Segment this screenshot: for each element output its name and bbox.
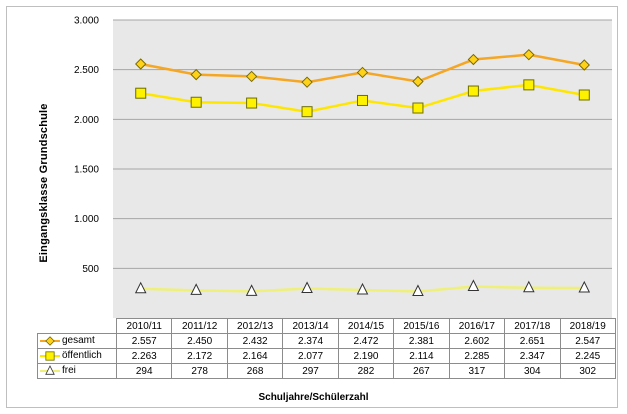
x-axis-label: Schuljahre/Schülerzahl (258, 392, 369, 403)
data-point (301, 281, 313, 293)
data-label: 2.077 (282, 348, 339, 364)
category-label: 2014/15 (337, 318, 395, 334)
data-label: 304 (504, 363, 561, 379)
y-axis-ticks: 500 1.000 1.500 2.000 2.500 3.000 (74, 16, 99, 275)
data-label: 267 (393, 363, 450, 379)
data-label: 297 (282, 363, 339, 379)
legend-marker-triangle (45, 364, 55, 375)
data-label: 2.381 (393, 333, 450, 349)
data-point (578, 59, 590, 71)
data-label: 2.114 (393, 348, 450, 364)
data-point (523, 79, 535, 91)
legend-label: frei (62, 365, 76, 377)
legend-entry: öffentlich (37, 348, 117, 364)
category-label: 2016/17 (448, 318, 506, 334)
data-table: 2010/11 2011/12 2012/13 2013/14 2014/15 2015/… (37, 318, 616, 379)
table-header-row: 2010/11 2011/12 2012/13 2013/14 2014/15 2015/… (37, 318, 616, 334)
data-label: 302 (559, 363, 616, 379)
legend-key (40, 364, 60, 376)
data-point (523, 48, 535, 61)
data-label: 2.602 (448, 333, 506, 349)
data-point (467, 85, 479, 97)
data-point (245, 70, 258, 83)
data-label: 2.557 (115, 333, 173, 349)
category-label: 2012/13 (226, 318, 284, 334)
data-label: 2.547 (559, 333, 616, 349)
data-point (578, 280, 591, 293)
data-point (412, 75, 424, 88)
series-lines (134, 48, 591, 296)
category-label: 2015/16 (393, 318, 450, 334)
data-point (190, 283, 202, 295)
data-point (135, 87, 147, 99)
data-point (467, 279, 480, 292)
y-axis-label: Eingangsklasse Grundschule (38, 103, 50, 263)
table-row: frei 294 278 268 297 282 267 317 304 302 (37, 363, 616, 379)
data-label: 2.245 (559, 348, 616, 364)
category-label: 2017/18 (504, 318, 561, 334)
ytick-label: 1.500 (74, 165, 99, 176)
data-label: 268 (226, 363, 284, 379)
data-label: 2.450 (171, 333, 228, 349)
data-point (190, 96, 202, 108)
data-point (135, 58, 147, 70)
data-point (356, 66, 369, 79)
data-label: 2.651 (504, 333, 561, 349)
ytick-label: 2.500 (74, 65, 99, 76)
data-point (245, 284, 258, 296)
legend-label: gesamt (62, 335, 95, 347)
data-point (190, 68, 202, 81)
data-label: 2.374 (282, 333, 339, 349)
legend-marker-square (45, 351, 55, 361)
category-label: 2018/19 (559, 318, 616, 334)
data-point (301, 106, 313, 118)
data-label: 2.347 (504, 348, 561, 364)
data-label: 278 (171, 363, 228, 379)
table-corner (37, 318, 117, 334)
legend-key (40, 351, 60, 361)
legend-label: öffentlich (62, 350, 102, 362)
category-label: 2011/12 (171, 318, 228, 334)
data-point (134, 281, 147, 294)
category-label: 2013/14 (282, 318, 339, 334)
data-point (412, 284, 424, 296)
ytick-label: 1.000 (74, 214, 99, 225)
data-label: 2.472 (337, 333, 395, 349)
ytick-label: 2.000 (74, 115, 99, 126)
data-label: 2.190 (337, 348, 395, 364)
data-point (578, 89, 590, 101)
data-point (467, 53, 480, 66)
legend-entry: gesamt (37, 333, 117, 349)
data-label: 294 (115, 363, 173, 379)
data-label: 2.285 (448, 348, 506, 364)
data-point (246, 97, 258, 109)
data-label: 2.164 (226, 348, 284, 364)
ytick-label: 3.000 (74, 16, 99, 27)
data-point (356, 282, 369, 295)
legend-key (40, 336, 60, 346)
data-label: 2.172 (171, 348, 228, 364)
data-point (301, 76, 313, 88)
data-point (357, 94, 368, 106)
table-row: gesamt 2.557 2.450 2.432 2.374 2.472 2.381 2.60… (37, 333, 616, 349)
table-row: öffentlich 2.263 2.172 2.164 2.077 2.190 2.114… (37, 348, 616, 364)
ytick-label: 500 (82, 264, 99, 275)
data-label: 2.432 (226, 333, 284, 349)
data-label: 282 (337, 363, 395, 379)
data-label: 317 (448, 363, 506, 379)
data-point (412, 102, 424, 114)
legend-entry: frei (37, 363, 117, 379)
legend-marker-diamond (45, 336, 55, 346)
data-label: 2.263 (115, 348, 173, 364)
category-label: 2010/11 (115, 318, 173, 334)
data-point (523, 280, 535, 293)
